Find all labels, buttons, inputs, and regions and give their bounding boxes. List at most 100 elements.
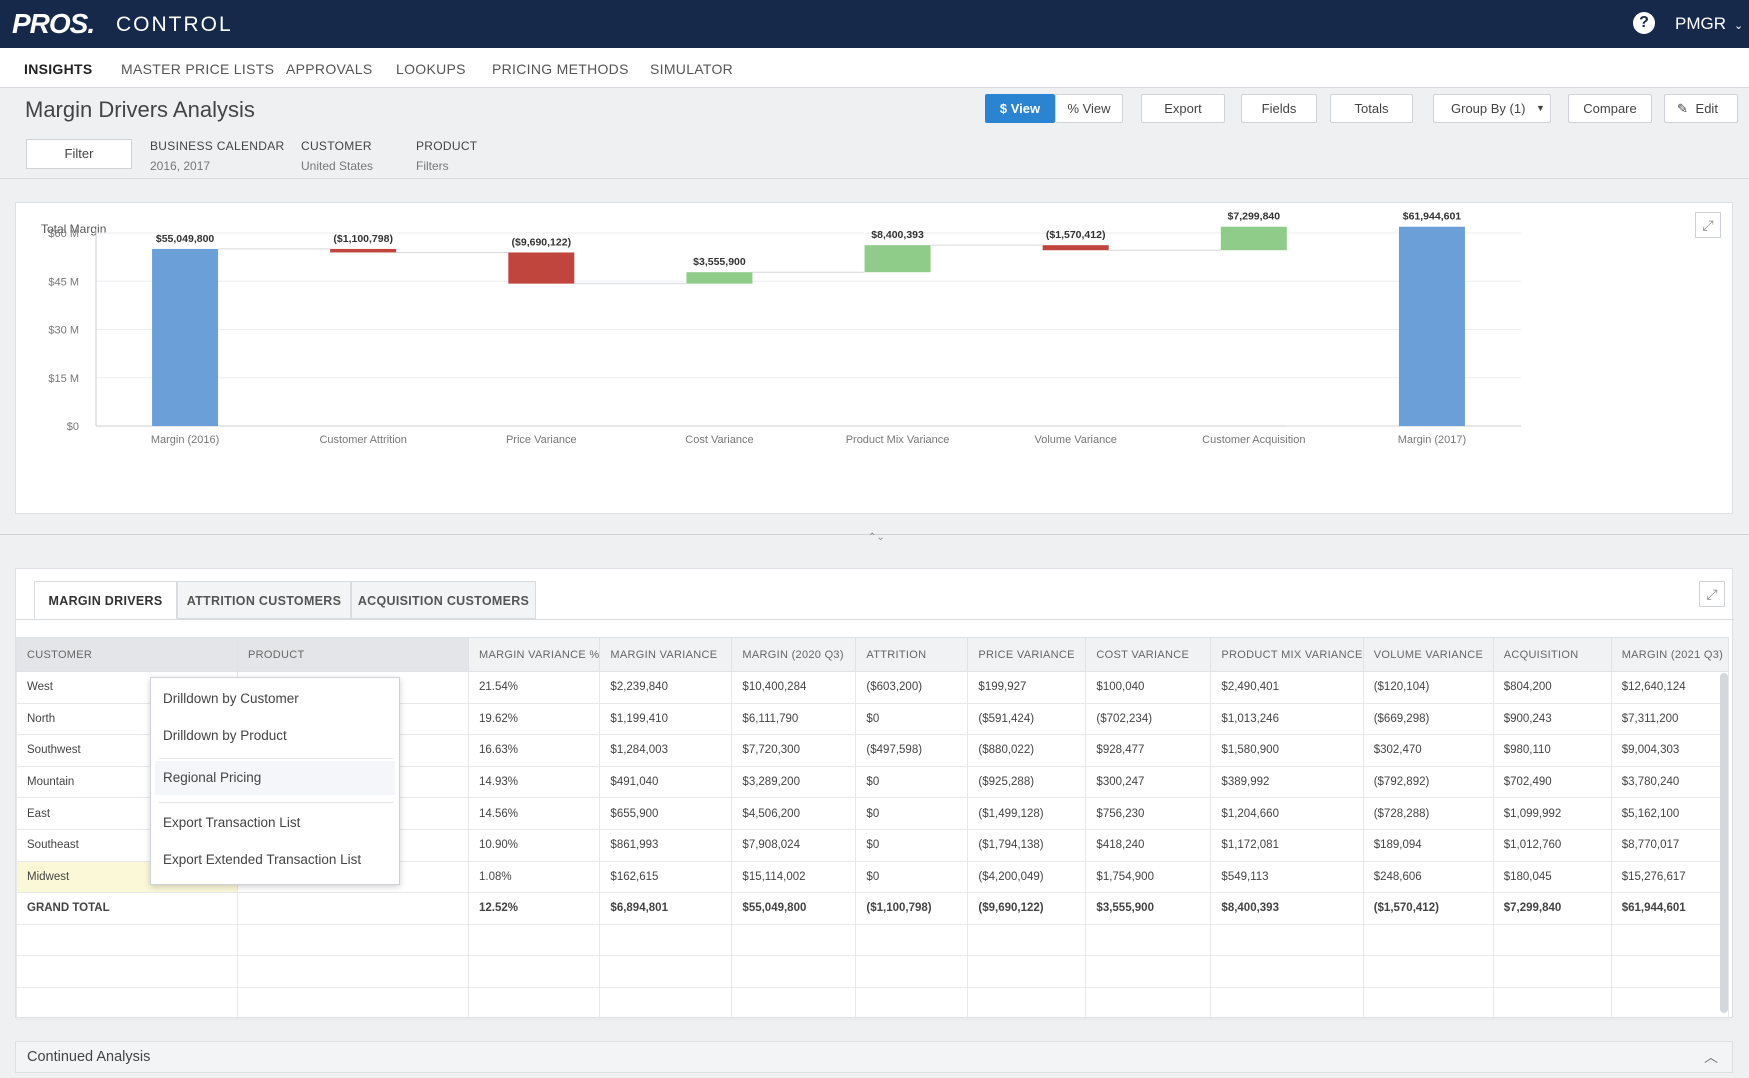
bar-2 [508,252,575,284]
table-cell [1085,986,1212,1020]
compare-button[interactable]: Compare [1568,94,1652,123]
column-header[interactable]: ATTRITION [855,637,969,672]
table-cell [467,923,601,957]
continued-analysis-bar[interactable]: Continued Analysis ︿ [15,1041,1733,1073]
table-cell: ($603,200) [855,671,969,704]
tab-acquisition-customers[interactable]: ACQUISITION CUSTOMERS [351,581,536,619]
table-cell: $1,204,660 [1210,797,1364,830]
table-cell: $756,230 [1085,797,1212,830]
column-header[interactable]: PRICE VARIANCE [967,637,1087,672]
filter-label: BUSINESS CALENDAR [150,139,285,153]
column-header[interactable]: MARGIN VARIANCE % [467,637,601,672]
menu-drilldown-product[interactable]: Drilldown by Product [163,728,287,743]
tab-attrition-customers[interactable]: ATTRITION CUSTOMERS [177,581,351,619]
column-header[interactable]: PRODUCT [237,637,469,672]
table-cell: 14.93% [467,765,601,799]
export-button[interactable]: Export [1141,94,1225,123]
column-header[interactable]: MARGIN (2020 Q3) [731,637,857,672]
column-header[interactable]: MARGIN (2021 Q3) [1610,637,1729,672]
table-cell: $2,239,840 [599,671,733,704]
nav-simulator[interactable]: SIMULATOR [650,61,734,77]
table-cell: $12,640,124 [1610,671,1729,704]
table-cell: $1,013,246 [1210,702,1364,736]
x-tick-label: Product Mix Variance [846,434,950,446]
table-cell: $0 [855,860,969,894]
chevron-up-icon[interactable]: ︿ [1704,1049,1718,1065]
table-row[interactable]: West 21.54% $2,239,840 $10,400,284 ($603,200… [16,671,1729,704]
menu-export-transaction-list[interactable]: Export Transaction List [163,815,301,830]
fields-button[interactable]: Fields [1241,94,1317,123]
table-cell: ($669,298) [1362,702,1494,736]
column-header[interactable]: MARGIN VARIANCE [599,637,733,672]
top-bar: PROS. CONTROL ? PMGR ⌄ [0,0,1749,48]
column-header[interactable]: PRODUCT MIX VARIANCE [1210,637,1364,672]
filter-business-calendar[interactable]: BUSINESS CALENDAR 2016, 2017 [150,139,284,173]
table-cell: 10.90% [467,828,601,862]
table-cell [967,955,1087,988]
table-cell: $10,400,284 [731,671,857,704]
table-cell [1362,986,1494,1020]
menu-drilldown-customer[interactable]: Drilldown by Customer [163,691,299,706]
menu-separator [159,802,393,803]
table-row[interactable]: North 19.62% $1,199,410 $6,111,790 $0 ($591,4… [16,702,1729,736]
collapse-arrows-icon[interactable]: ⌃⌄ [868,532,885,543]
table-cell [16,986,238,1020]
menu-export-extended-transaction-list[interactable]: Export Extended Transaction List [163,852,362,867]
expand-icon[interactable]: ⤢ [1695,212,1721,238]
nav-approvals[interactable]: APPROVALS [286,61,373,77]
table-cell [599,923,733,957]
table-cell [1610,986,1729,1020]
table-scrollbar[interactable] [1720,673,1728,1013]
totals-button[interactable]: Totals [1330,94,1413,123]
nav-insights[interactable]: INSIGHTS [24,61,93,77]
table-cell [1210,923,1364,957]
table-cell: $3,555,900 [1085,892,1212,925]
nav-master-price-lists[interactable]: MASTER PRICE LISTS [121,61,275,77]
table-cell: 19.62% [467,702,601,736]
nav-lookups[interactable]: LOOKUPS [396,61,466,77]
menu-separator [159,758,393,759]
data-label: ($1,570,412) [1046,229,1106,241]
filter-product[interactable]: PRODUCT Filters [416,139,477,173]
table-cell [1492,923,1612,957]
column-header[interactable]: COST VARIANCE [1085,637,1212,672]
panel-splitter[interactable]: ⌃⌄ [0,532,1749,546]
table-cell [467,955,601,988]
edit-button[interactable]: ✎ Edit [1664,94,1738,123]
pros-logo[interactable]: PROS. [12,8,95,39]
grand-total-row[interactable]: GRAND TOTAL 12.52% $6,894,801 $55,049,800 ($… [16,892,1729,925]
table-cell: $6,111,790 [731,702,857,736]
table-cell: $900,243 [1492,702,1612,736]
menu-regional-pricing[interactable]: Regional Pricing [163,770,262,785]
table-cell: $702,490 [1492,765,1612,799]
main-nav: INSIGHTS MASTER PRICE LISTS APPROVALS LO… [0,48,1749,88]
table-cell: $804,200 [1492,671,1612,704]
column-header[interactable]: CUSTOMER [16,637,238,672]
y-tick-label: $0 [67,421,79,433]
tab-divider [16,619,1734,620]
tab-margin-drivers[interactable]: MARGIN DRIVERS [34,581,177,619]
table-cell: ($497,598) [855,734,969,767]
help-icon[interactable]: ? [1633,12,1655,34]
table-cell: $0 [855,797,969,830]
table-cell: ($1,794,138) [967,828,1087,862]
percent-view-button[interactable]: % View [1055,94,1123,123]
table-cell: 21.54% [467,671,601,704]
column-header[interactable]: VOLUME VARIANCE [1362,637,1494,672]
user-menu[interactable]: PMGR ⌄ [1675,14,1743,34]
y-tick-label: $60 M [48,228,79,240]
nav-pricing-methods[interactable]: PRICING METHODS [492,61,629,77]
table-cell: $418,240 [1085,828,1212,862]
bar-6 [1220,226,1287,251]
filter-button[interactable]: Filter [26,139,132,169]
filter-customer[interactable]: CUSTOMER United States [301,139,373,173]
expand-icon[interactable]: ⤢ [1699,581,1725,607]
table-cell: ($591,424) [967,702,1087,736]
column-header[interactable]: ACQUISITION [1492,637,1612,672]
table-cell[interactable]: GRAND TOTAL [16,892,238,925]
table-header-row: CUSTOMER PRODUCT MARGIN VARIANCE % MARGIN V… [16,637,1729,672]
group-by-dropdown[interactable]: Group By (1) ▼ [1433,94,1551,123]
table-cell: $7,908,024 [731,828,857,862]
table-cell: $2,490,401 [1210,671,1364,704]
dollar-view-button[interactable]: $ View [985,94,1055,123]
